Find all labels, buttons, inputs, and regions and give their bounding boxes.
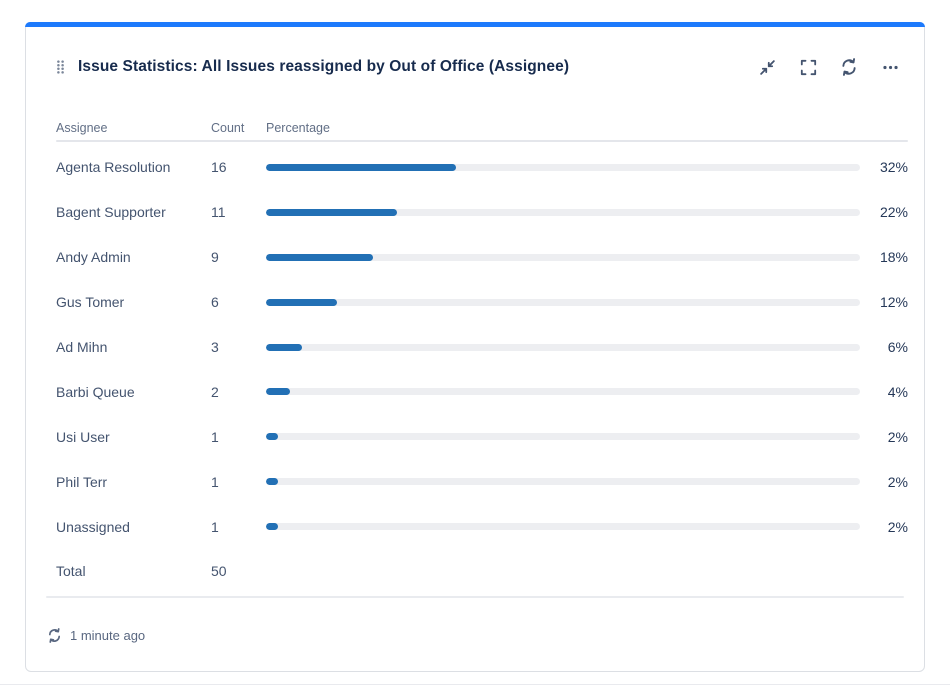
count-cell: 1 <box>211 428 219 445</box>
assignee-cell: Barbi Queue <box>56 383 135 400</box>
fullscreen-button[interactable] <box>798 57 818 77</box>
gadget-footer: 1 minute ago <box>47 625 145 645</box>
table-header-row: Assignee Count Percentage <box>56 120 908 136</box>
assignee-cell: Phil Terr <box>56 473 108 490</box>
bar-track <box>266 253 860 261</box>
bar-track <box>266 433 860 441</box>
footer-divider <box>46 596 904 598</box>
table-row: Ad Mihn 3 6% <box>56 325 908 370</box>
bar-fill <box>266 163 457 171</box>
page-bottom-rule <box>0 684 950 685</box>
count-cell: 11 <box>211 204 226 221</box>
refresh-icon <box>840 58 858 76</box>
table-row: Phil Terr 1 2% <box>56 459 908 504</box>
bar-fill <box>266 343 302 351</box>
more-button[interactable] <box>880 57 900 77</box>
collapse-button[interactable] <box>757 57 777 77</box>
gadget-header: Issue Statistics: All Issues reassigned … <box>56 55 900 79</box>
table-row: Usi User 1 2% <box>56 414 908 459</box>
table-header-divider <box>56 140 908 142</box>
percentage-bar <box>266 478 860 486</box>
assignee-cell: Agenta Resolution <box>56 159 171 176</box>
column-header-percentage: Percentage <box>266 121 330 135</box>
assignee-cell: Bagent Supporter <box>56 204 166 221</box>
percentage-bar <box>266 253 860 261</box>
table-row: Andy Admin 9 18% <box>56 235 908 280</box>
count-cell: 2 <box>211 383 219 400</box>
percentage-bar <box>266 208 860 216</box>
bar-track <box>266 388 860 396</box>
table-row: Barbi Queue 2 4% <box>56 369 908 414</box>
bar-fill <box>266 253 373 261</box>
table-row: Bagent Supporter 11 22% <box>56 190 908 235</box>
table-row: Agenta Resolution 16 32% <box>56 145 908 190</box>
fullscreen-icon <box>800 59 817 76</box>
percentage-cell: 6% <box>887 339 908 355</box>
bar-fill <box>266 208 397 216</box>
percentage-bar <box>266 523 860 531</box>
count-cell: 1 <box>211 518 219 535</box>
count-cell: 3 <box>211 339 219 355</box>
table-row: Unassigned 1 2% <box>56 504 908 549</box>
bar-track <box>266 163 860 171</box>
bar-fill <box>266 478 278 486</box>
assignee-cell: Andy Admin <box>56 249 131 266</box>
column-header-count: Count <box>211 121 245 135</box>
table-total-row: Total 50 <box>56 549 908 594</box>
percentage-bar <box>266 298 860 306</box>
percentage-bar <box>266 388 860 396</box>
percentage-cell: 18% <box>879 249 908 266</box>
statistics-table: Agenta Resolution 16 32% Bagent Supporte… <box>56 145 908 594</box>
percentage-cell: 2% <box>887 518 908 535</box>
refresh-status-icon[interactable] <box>47 627 62 643</box>
count-cell: 9 <box>211 249 219 266</box>
collapse-icon <box>759 59 776 76</box>
percentage-bar <box>266 343 860 351</box>
percentage-cell: 12% <box>879 294 908 311</box>
bar-track <box>266 523 860 531</box>
bar-track <box>266 478 860 486</box>
assignee-cell: Usi User <box>56 428 110 445</box>
bar-track <box>266 298 860 306</box>
total-count: 50 <box>211 563 227 580</box>
assignee-cell: Unassigned <box>56 518 130 535</box>
percentage-bar <box>266 433 860 441</box>
bar-fill <box>266 433 278 441</box>
table-row: Gus Tomer 6 12% <box>56 280 908 325</box>
percentage-bar <box>266 163 860 171</box>
drag-handle-icon[interactable] <box>56 59 65 75</box>
total-label: Total <box>56 563 86 580</box>
issue-statistics-gadget: Issue Statistics: All Issues reassigned … <box>25 22 925 672</box>
assignee-cell: Gus Tomer <box>56 294 125 311</box>
last-refreshed-text: 1 minute ago <box>70 627 146 643</box>
bar-track <box>266 343 860 351</box>
count-cell: 16 <box>211 159 227 176</box>
gadget-accent-bar <box>25 22 925 27</box>
column-header-assignee: Assignee <box>56 121 108 135</box>
bar-fill <box>266 523 278 531</box>
percentage-cell: 32% <box>879 159 908 176</box>
bar-fill <box>266 388 290 396</box>
more-icon <box>882 59 899 76</box>
assignee-cell: Ad Mihn <box>56 339 108 355</box>
gadget-title: Issue Statistics: All Issues reassigned … <box>78 58 570 75</box>
bar-fill <box>266 298 338 306</box>
gadget-toolbar <box>757 57 900 77</box>
bar-track <box>266 208 860 216</box>
count-cell: 1 <box>211 473 219 490</box>
refresh-button[interactable] <box>839 57 859 77</box>
percentage-cell: 2% <box>887 473 908 490</box>
count-cell: 6 <box>211 294 219 311</box>
percentage-cell: 4% <box>887 383 908 400</box>
percentage-cell: 22% <box>879 204 908 221</box>
percentage-cell: 2% <box>887 428 908 445</box>
